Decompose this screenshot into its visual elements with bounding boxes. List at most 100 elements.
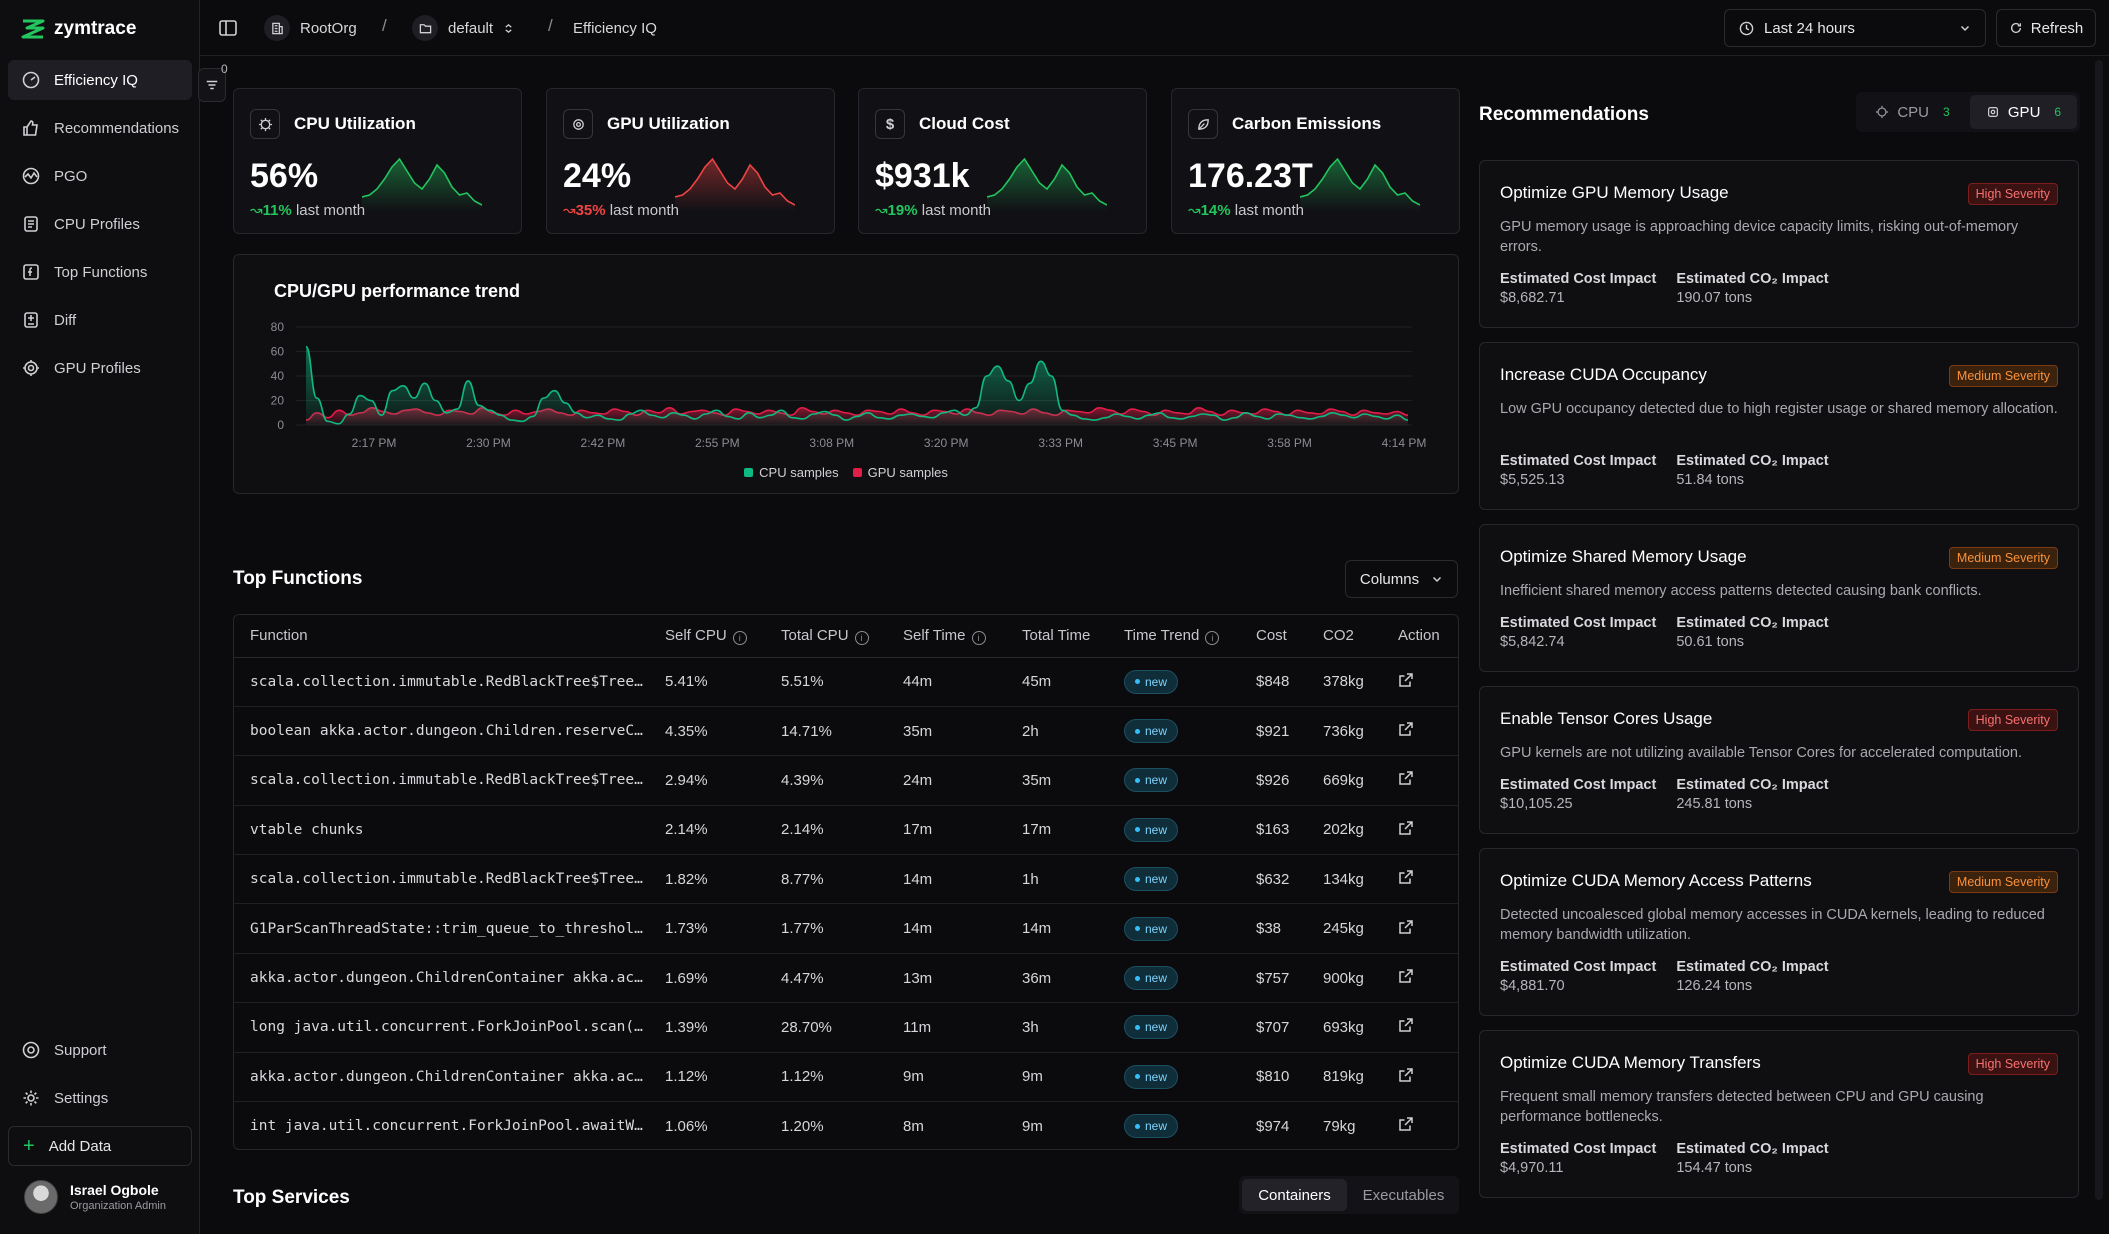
- recommendation-card[interactable]: Optimize Shared Memory Usage Medium Sever…: [1479, 524, 2079, 672]
- column-header-cost[interactable]: Cost: [1240, 615, 1307, 658]
- breadcrumb-project[interactable]: default: [412, 14, 514, 42]
- external-link-icon[interactable]: [1398, 919, 1414, 935]
- gauge-icon: [22, 71, 40, 89]
- table-row[interactable]: scala.collection.immutable.RedBlackTree$…: [234, 755, 1458, 806]
- sidebar-item-cpu-profiles[interactable]: CPU Profiles: [8, 204, 192, 244]
- sidebar-item-top-functions[interactable]: Top Functions: [8, 252, 192, 292]
- recommendation-card[interactable]: Increase CUDA Occupancy Medium Severity Lo…: [1479, 342, 2079, 510]
- external-link-icon[interactable]: [1398, 1067, 1414, 1083]
- function-name: G1ParScanThreadState::trim_queue_to_thre…: [234, 903, 649, 954]
- column-header-action: Action: [1382, 615, 1458, 658]
- performance-trend-panel: CPU/GPU performance trend 0 20 40 60 80 2:17 …: [233, 254, 1459, 494]
- sidebar-item-label: Settings: [54, 1089, 109, 1107]
- table-row[interactable]: akka.actor.dungeon.ChildrenContainer akk…: [234, 953, 1458, 1004]
- sidebar-toggle-icon[interactable]: [218, 18, 238, 38]
- external-link-icon[interactable]: [1398, 672, 1414, 688]
- cost-cell: $163: [1240, 805, 1307, 856]
- sidebar-item-support[interactable]: Support: [8, 1030, 192, 1070]
- chevrons-up-down-icon: [505, 23, 512, 33]
- tab-containers[interactable]: Containers: [1242, 1179, 1347, 1211]
- table-row[interactable]: akka.actor.dungeon.ChildrenContainer akk…: [234, 1052, 1458, 1103]
- x-tick-label: 3:20 PM: [924, 436, 969, 450]
- external-link-icon[interactable]: [1398, 721, 1414, 737]
- cost-cell: $632: [1240, 854, 1307, 905]
- time-range-value: Last 24 hours: [1764, 19, 1855, 37]
- co2-cell: 378kg: [1307, 657, 1382, 707]
- metric-value: 176.23T: [1188, 157, 1313, 195]
- sidebar-item-settings[interactable]: Settings: [8, 1078, 192, 1118]
- table-row[interactable]: boolean akka.actor.dungeon.Children.rese…: [234, 706, 1458, 757]
- tab-gpu[interactable]: GPU 6: [1970, 95, 2077, 129]
- external-link-icon[interactable]: [1398, 770, 1414, 786]
- diff-icon: [24, 312, 38, 328]
- sidebar-item-pgo[interactable]: PGO: [8, 156, 192, 196]
- sidebar-nav: Efficiency IQ Recommendations PGO CPU Pr…: [8, 60, 192, 396]
- column-header-co2[interactable]: CO2: [1307, 615, 1382, 658]
- co2-impact: Estimated CO₂ Impact 50.61 tons: [1676, 615, 1829, 650]
- sidebar-item-diff[interactable]: Diff: [8, 300, 192, 340]
- column-header-total-time[interactable]: Total Time: [1006, 615, 1108, 658]
- sidebar-item-recommendations[interactable]: Recommendations: [8, 108, 192, 148]
- action-cell: [1382, 903, 1458, 954]
- table-row[interactable]: scala.collection.immutable.RedBlackTree$…: [234, 657, 1458, 707]
- time-range-select[interactable]: Last 24 hours: [1724, 9, 1986, 47]
- sidebar-item-gpu-profiles[interactable]: GPU Profiles: [8, 348, 192, 388]
- table-row[interactable]: G1ParScanThreadState::trim_queue_to_thre…: [234, 903, 1458, 954]
- scrollbar[interactable]: [2095, 60, 2103, 1200]
- total-time-cell: 9m: [1006, 1052, 1108, 1103]
- column-header-self-cpu[interactable]: Self CPU i: [649, 615, 765, 658]
- life-buoy-icon: [22, 1041, 40, 1059]
- external-link-icon[interactable]: [1398, 869, 1414, 885]
- breadcrumb-org[interactable]: RootOrg: [264, 14, 357, 42]
- external-link-icon[interactable]: [1398, 1017, 1414, 1033]
- app-logo[interactable]: zymtrace: [20, 16, 136, 42]
- recommendation-title: Optimize CUDA Memory Access Patterns: [1500, 871, 1812, 890]
- filter-toggle-button[interactable]: [198, 68, 226, 102]
- column-header-time-trend[interactable]: Time Trend i: [1108, 615, 1240, 658]
- info-icon[interactable]: i: [732, 630, 747, 645]
- legend-item-cpu[interactable]: CPU samples: [744, 465, 839, 480]
- column-header-total-cpu[interactable]: Total CPU i: [765, 615, 887, 658]
- info-icon[interactable]: i: [1205, 630, 1220, 645]
- action-cell: [1382, 854, 1458, 905]
- chart-title: CPU/GPU performance trend: [274, 281, 521, 301]
- tab-cpu[interactable]: CPU 3: [1859, 95, 1966, 129]
- table-row[interactable]: scala.collection.immutable.RedBlackTree$…: [234, 854, 1458, 905]
- columns-button[interactable]: Columns: [1345, 560, 1458, 598]
- co2-cell: 736kg: [1307, 706, 1382, 757]
- impact-row: Estimated Cost Impact $4,881.70 Estimated …: [1500, 959, 1829, 994]
- column-header-function[interactable]: Function: [234, 615, 649, 658]
- action-cell: [1382, 805, 1458, 856]
- external-link-icon[interactable]: [1398, 820, 1414, 836]
- recommendation-card[interactable]: Optimize CUDA Memory Access Patterns Medi…: [1479, 848, 2079, 1016]
- legend-item-gpu[interactable]: GPU samples: [852, 465, 948, 480]
- severity-badge: Medium Severity: [1948, 871, 2058, 893]
- trend-chart: 0 20 40 60 80 2:17 PM 2:30 PM 2:42 PM 2:55 PM 3:0…: [271, 320, 1427, 450]
- external-link-icon[interactable]: [1398, 968, 1414, 984]
- user-profile[interactable]: Israel Ogbole Organization Admin: [24, 1180, 166, 1214]
- table-row[interactable]: int java.util.concurrent.ForkJoinPool.aw…: [234, 1102, 1458, 1149]
- sidebar-item-efficiency-iq[interactable]: Efficiency IQ: [8, 60, 192, 100]
- self-cpu-cell: 1.39%: [649, 1002, 765, 1053]
- column-header-self-time[interactable]: Self Time i: [887, 615, 1006, 658]
- time-trend-cell: new: [1108, 706, 1240, 757]
- self-cpu-cell: 2.14%: [649, 805, 765, 856]
- info-icon[interactable]: i: [854, 630, 869, 645]
- add-data-button[interactable]: + Add Data: [8, 1126, 192, 1166]
- table-row[interactable]: long java.util.concurrent.ForkJoinPool.s…: [234, 1002, 1458, 1053]
- info-icon[interactable]: i: [971, 630, 986, 645]
- refresh-label: Refresh: [2030, 19, 2084, 37]
- self-cpu-cell: 1.82%: [649, 854, 765, 905]
- function-name: scala.collection.immutable.RedBlackTree$…: [234, 854, 649, 905]
- refresh-button[interactable]: Refresh: [1996, 9, 2096, 47]
- recommendation-card[interactable]: Optimize GPU Memory Usage High Severity GP…: [1479, 160, 2079, 328]
- total-time-cell: 36m: [1006, 953, 1108, 1004]
- cost-impact: Estimated Cost Impact $5,525.13: [1500, 453, 1657, 488]
- table-row[interactable]: vtable chunks 2.14% 2.14% 17m 17m new $163 202k…: [234, 805, 1458, 856]
- external-link-icon[interactable]: [1398, 1116, 1414, 1132]
- tab-executables[interactable]: Executables: [1362, 1186, 1445, 1204]
- action-cell: [1382, 1052, 1458, 1103]
- recommendation-card[interactable]: Optimize CUDA Memory Transfers High Sever…: [1479, 1030, 2079, 1198]
- x-tick-label: 4:14 PM: [1382, 436, 1427, 450]
- recommendation-card[interactable]: Enable Tensor Cores Usage High Severity GP…: [1479, 686, 2079, 834]
